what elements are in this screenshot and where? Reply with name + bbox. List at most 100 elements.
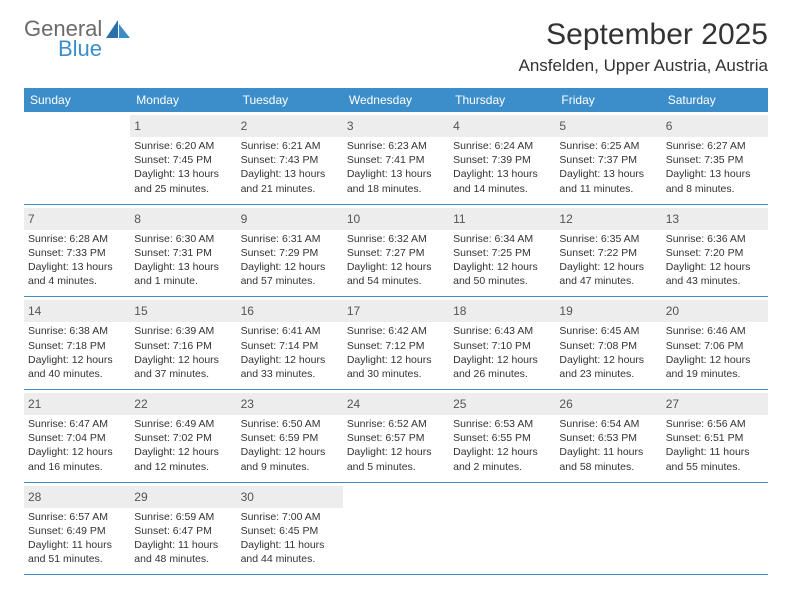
day-cell: 13Sunrise: 6:36 AMSunset: 7:20 PMDayligh… (662, 205, 768, 297)
day-info: Sunrise: 6:49 AMSunset: 7:02 PMDaylight:… (134, 417, 232, 474)
day-info-line: Daylight: 11 hours and 44 minutes. (241, 538, 339, 566)
day-info: Sunrise: 6:28 AMSunset: 7:33 PMDaylight:… (28, 232, 126, 289)
day-cell: 17Sunrise: 6:42 AMSunset: 7:12 PMDayligh… (343, 297, 449, 389)
day-info-line: Sunset: 7:33 PM (28, 246, 126, 260)
day-number: 23 (241, 397, 254, 411)
day-number-row: 22 (130, 393, 236, 415)
day-info-line: Sunset: 6:59 PM (241, 431, 339, 445)
day-info-line: Sunset: 7:41 PM (347, 153, 445, 167)
calendar: SundayMondayTuesdayWednesdayThursdayFrid… (24, 88, 768, 575)
day-info-line: Sunrise: 6:52 AM (347, 417, 445, 431)
day-info: Sunrise: 6:47 AMSunset: 7:04 PMDaylight:… (28, 417, 126, 474)
day-info-line: Sunset: 7:39 PM (453, 153, 551, 167)
day-number-row: 27 (662, 393, 768, 415)
page-title: September 2025 (519, 18, 768, 52)
day-info-line: Daylight: 12 hours and 33 minutes. (241, 353, 339, 381)
day-info-line: Sunrise: 6:53 AM (453, 417, 551, 431)
header: General Blue September 2025 Ansfelden, U… (24, 18, 768, 76)
day-info-line: Sunrise: 6:24 AM (453, 139, 551, 153)
day-info-line: Sunset: 6:45 PM (241, 524, 339, 538)
day-number-row: 3 (343, 115, 449, 137)
day-cell: 15Sunrise: 6:39 AMSunset: 7:16 PMDayligh… (130, 297, 236, 389)
week-row: 21Sunrise: 6:47 AMSunset: 7:04 PMDayligh… (24, 390, 768, 483)
day-cell: 30Sunrise: 7:00 AMSunset: 6:45 PMDayligh… (237, 483, 343, 575)
day-info-line: Sunset: 7:31 PM (134, 246, 232, 260)
day-cell: 24Sunrise: 6:52 AMSunset: 6:57 PMDayligh… (343, 390, 449, 482)
day-info: Sunrise: 6:30 AMSunset: 7:31 PMDaylight:… (134, 232, 232, 289)
location-text: Ansfelden, Upper Austria, Austria (519, 56, 768, 76)
day-number: 7 (28, 212, 35, 226)
day-info-line: Sunset: 7:45 PM (134, 153, 232, 167)
day-number-row: 20 (662, 300, 768, 322)
day-cell: 20Sunrise: 6:46 AMSunset: 7:06 PMDayligh… (662, 297, 768, 389)
day-info-line: Sunset: 7:02 PM (134, 431, 232, 445)
day-number-row: 13 (662, 208, 768, 230)
day-cell: 27Sunrise: 6:56 AMSunset: 6:51 PMDayligh… (662, 390, 768, 482)
weeks-container: 1 Sunrise: 6:20 AMSunset: 7:45 PM Daylight… (24, 112, 768, 575)
day-info: Sunrise: 6:42 AMSunset: 7:12 PMDaylight:… (347, 324, 445, 381)
day-number-row: 19 (555, 300, 661, 322)
day-cell: 22Sunrise: 6:49 AMSunset: 7:02 PMDayligh… (130, 390, 236, 482)
day-number: 1 (134, 119, 141, 133)
day-cell: 11Sunrise: 6:34 AMSunset: 7:25 PMDayligh… (449, 205, 555, 297)
day-info-line: Sunset: 6:55 PM (453, 431, 551, 445)
day-info-line: Daylight: 12 hours and 40 minutes. (28, 353, 126, 381)
day-info-line: Sunrise: 6:25 AM (559, 139, 657, 153)
day-info-line: Sunrise: 6:38 AM (28, 324, 126, 338)
day-cell: 12Sunrise: 6:35 AMSunset: 7:22 PMDayligh… (555, 205, 661, 297)
day-number: 6 (666, 119, 673, 133)
day-number-row: 17 (343, 300, 449, 322)
logo-text: General Blue (24, 18, 102, 60)
day-number-row: 7 (24, 208, 130, 230)
day-number-row: 21 (24, 393, 130, 415)
day-info: Sunrise: 6:52 AMSunset: 6:57 PMDaylight:… (347, 417, 445, 474)
day-info: Sunrise: 6:57 AMSunset: 6:49 PMDaylight:… (28, 510, 126, 567)
day-info-line: Daylight: 13 hours and 18 minutes. (347, 167, 445, 195)
day-number: 14 (28, 304, 41, 318)
day-number: 9 (241, 212, 248, 226)
day-info-line: Sunrise: 6:23 AM (347, 139, 445, 153)
day-number-row: 29 (130, 486, 236, 508)
day-info-line: Daylight: 12 hours and 47 minutes. (559, 260, 657, 288)
day-number-row: 9 (237, 208, 343, 230)
day-cell (24, 112, 130, 204)
logo-sail-icon (106, 20, 132, 45)
day-info-line: Daylight: 11 hours and 51 minutes. (28, 538, 126, 566)
title-block: September 2025 Ansfelden, Upper Austria,… (519, 18, 768, 76)
day-info-line: Sunrise: 6:45 AM (559, 324, 657, 338)
day-cell (449, 483, 555, 575)
day-cell (555, 483, 661, 575)
day-info-line: Sunrise: 6:49 AM (134, 417, 232, 431)
day-info-line: Sunset: 6:49 PM (28, 524, 126, 538)
day-cell: 7 Sunrise: 6:28 AMSunset: 7:33 PMDaylight… (24, 205, 130, 297)
day-info-line: Daylight: 13 hours and 4 minutes. (28, 260, 126, 288)
day-info-line: Sunset: 7:14 PM (241, 339, 339, 353)
day-cell: 5Sunrise: 6:25 AMSunset: 7:37 PMDaylight… (555, 112, 661, 204)
day-cell: 26 Sunrise: 6:54 AMSunset: 6:53 PMDayligh… (555, 390, 661, 482)
day-info-line: Daylight: 12 hours and 12 minutes. (134, 445, 232, 473)
day-number-row: 18 (449, 300, 555, 322)
day-info-line: Sunset: 7:10 PM (453, 339, 551, 353)
day-info-line: Sunset: 7:20 PM (666, 246, 764, 260)
day-info-line: Sunrise: 6:20 AM (134, 139, 232, 153)
day-info-line: Sunset: 7:08 PM (559, 339, 657, 353)
day-number-row: 6 (662, 115, 768, 137)
day-number-row: 10 (343, 208, 449, 230)
day-number: 28 (28, 490, 41, 504)
day-number: 29 (134, 490, 147, 504)
day-info-line: Sunset: 7:35 PM (666, 153, 764, 167)
day-info: Sunrise: 7:00 AMSunset: 6:45 PMDaylight:… (241, 510, 339, 567)
day-info-line: Sunrise: 6:56 AM (666, 417, 764, 431)
day-info: Sunrise: 6:54 AMSunset: 6:53 PMDaylight:… (559, 417, 657, 474)
day-number: 26 (559, 397, 572, 411)
day-info-line: Sunrise: 6:27 AM (666, 139, 764, 153)
day-info: Sunrise: 6:27 AMSunset: 7:35 PMDaylight:… (666, 139, 764, 196)
day-info-line: Daylight: 13 hours and 21 minutes. (241, 167, 339, 195)
day-info: Sunrise: 6:53 AMSunset: 6:55 PMDaylight:… (453, 417, 551, 474)
week-row: 7 Sunrise: 6:28 AMSunset: 7:33 PMDaylight… (24, 205, 768, 298)
day-number: 18 (453, 304, 466, 318)
weekday-monday: Monday (130, 88, 236, 112)
day-info-line: Sunrise: 6:30 AM (134, 232, 232, 246)
day-info: Sunrise: 6:50 AMSunset: 6:59 PMDaylight:… (241, 417, 339, 474)
day-cell: 9Sunrise: 6:31 AMSunset: 7:29 PMDaylight… (237, 205, 343, 297)
